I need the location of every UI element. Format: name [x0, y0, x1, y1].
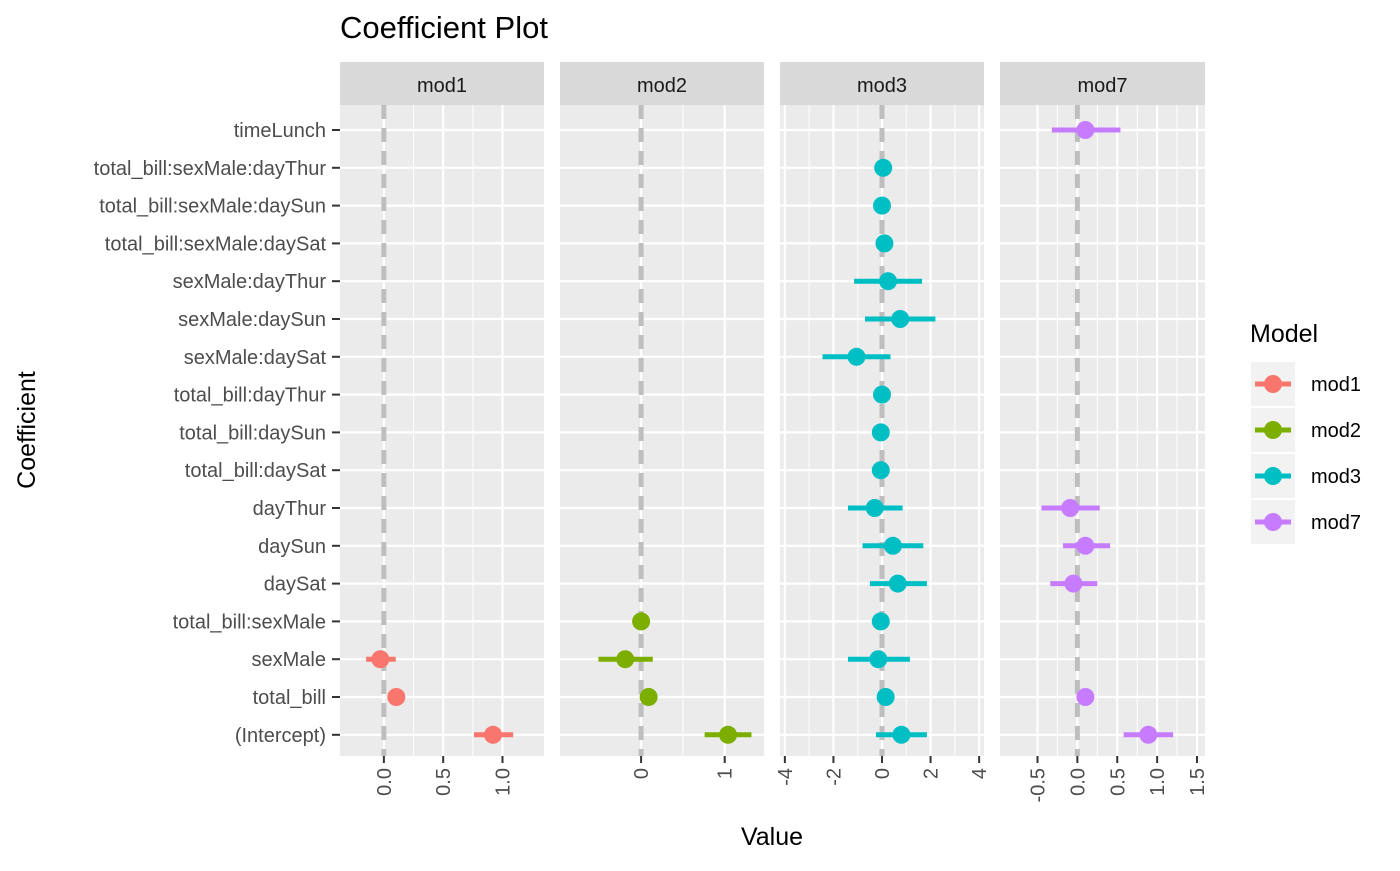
- y-tick-label: sexMale:dayThur: [173, 271, 327, 293]
- legend-item-mod1: mod1: [1251, 362, 1361, 406]
- panel-mod2: mod2 0 1: [560, 62, 764, 779]
- panel-background: [340, 105, 544, 756]
- point-mod3-sexMale:dayThur: [879, 272, 898, 291]
- point-mod3-total_bill:sexMale:dayThur: [874, 158, 893, 177]
- x-tick-label: 0: [872, 768, 894, 779]
- x-tick-label: 0.0: [374, 768, 396, 796]
- strip-mod3: [780, 62, 984, 105]
- strip-label-mod1: mod1: [417, 75, 467, 97]
- y-tick-label: daySat: [264, 574, 327, 596]
- y-tick-label: sexMale:daySun: [178, 309, 326, 331]
- x-tick-label: -0.5: [1027, 768, 1049, 802]
- point-mod3-total_bill:sexMale:daySat: [875, 234, 894, 253]
- y-tick-label: (Intercept): [235, 725, 326, 747]
- y-tick-label: total_bill:daySat: [185, 460, 327, 482]
- point-mod7-daySun: [1076, 536, 1095, 555]
- point-mod1-(Intercept): [484, 725, 502, 744]
- panel-background: [1000, 105, 1205, 756]
- x-tick-label: 0.5: [1107, 768, 1129, 796]
- point-mod2-sexMale: [616, 650, 635, 669]
- y-tick-label: daySun: [258, 536, 326, 558]
- y-tick-label: total_bill:dayThur: [174, 385, 327, 407]
- point-mod3-daySat: [888, 574, 907, 593]
- strip-label-mod2: mod2: [637, 75, 687, 97]
- x-tick-label: 0.0: [1067, 768, 1089, 796]
- point-mod3-daySun: [883, 536, 902, 555]
- y-tick-label: sexMale:daySat: [184, 347, 327, 369]
- legend-key-point: [1264, 375, 1282, 393]
- y-tick-label: total_bill: [253, 687, 326, 709]
- point-mod2-total_bill:sexMale: [632, 612, 651, 631]
- legend-key-point: [1264, 513, 1282, 531]
- strip-label-mod7: mod7: [1077, 75, 1127, 97]
- point-mod3-total_bill:sexMale:daySun: [873, 196, 891, 215]
- x-tick-label: 1: [715, 768, 737, 779]
- legend-item-mod2: mod2: [1251, 408, 1361, 452]
- legend: mod1 mod2 mod3 mod7: [1251, 362, 1361, 544]
- point-mod7-(Intercept): [1139, 725, 1158, 744]
- y-tick-label: total_bill:daySun: [179, 422, 326, 444]
- panel-background: [560, 105, 764, 756]
- y-tick-label: sexMale: [252, 649, 326, 671]
- panel-mod1: mod1 0.0 0.5 1.0: [340, 62, 544, 796]
- point-mod3-total_bill:dayThur: [873, 385, 891, 404]
- x-axis-title: Value: [741, 823, 803, 851]
- point-mod3-dayThur: [865, 499, 884, 517]
- strip-label-mod3: mod3: [857, 75, 907, 97]
- legend-key-point: [1264, 467, 1282, 485]
- x-tick-label: 1.0: [1147, 768, 1169, 796]
- y-tick-label: total_bill:sexMale:daySun: [99, 196, 326, 218]
- point-mod7-timeLunch: [1076, 121, 1095, 139]
- x-tick-label: -4: [775, 768, 797, 786]
- x-tick-label: 1.5: [1187, 768, 1209, 796]
- point-mod3-sexMale:daySun: [891, 310, 910, 328]
- legend-label: mod3: [1311, 466, 1361, 488]
- point-mod3-total_bill:daySat: [871, 461, 890, 480]
- point-mod7-dayThur: [1061, 499, 1080, 517]
- strip-mod2: [560, 62, 764, 105]
- point-mod3-total_bill:daySun: [871, 423, 890, 442]
- y-tick-label: total_bill:sexMale: [173, 611, 326, 633]
- point-mod3-total_bill: [876, 688, 895, 706]
- point-mod1-sexMale: [371, 650, 390, 669]
- y-axis: timeLunch total_bill:sexMale:dayThurtotal…: [94, 120, 340, 747]
- point-mod2-(Intercept): [719, 725, 738, 744]
- strip-mod1: [340, 62, 544, 105]
- legend-label: mod2: [1311, 420, 1361, 442]
- x-tick-label: 4: [969, 768, 991, 779]
- legend-label: mod1: [1311, 374, 1361, 396]
- point-mod2-total_bill: [639, 688, 658, 706]
- legend-item-mod7: mod7: [1251, 500, 1361, 544]
- strip-mod7: [1000, 62, 1205, 105]
- y-tick-label: dayThur: [253, 498, 327, 520]
- legend-item-mod3: mod3: [1251, 454, 1361, 498]
- point-mod7-daySat: [1064, 574, 1083, 593]
- point-mod1-total_bill: [387, 688, 406, 706]
- legend-title: Model: [1250, 320, 1318, 348]
- point-mod3-sexMale:daySat: [847, 347, 866, 366]
- y-tick-label: timeLunch: [234, 120, 326, 142]
- legend-key-point: [1264, 421, 1282, 439]
- point-mod3-(Intercept): [892, 725, 911, 744]
- y-tick-label: total_bill:sexMale:daySat: [105, 233, 327, 255]
- point-mod7-total_bill: [1076, 688, 1095, 706]
- x-tick-label: 0: [631, 768, 653, 779]
- x-tick-label: 1.0: [492, 768, 514, 796]
- legend-label: mod7: [1311, 512, 1361, 534]
- panel-mod7: mod7 -0.5 0.0 0.5 1.0 1.5: [1000, 62, 1209, 802]
- x-tick-label: 2: [921, 768, 943, 779]
- point-mod3-total_bill:sexMale: [871, 612, 890, 631]
- panels: mod1 0.0 0.5 1.0 mod2 0 1 mod3 -4 -2 0 2 4 mod7 -0.5 0.…: [340, 62, 1209, 802]
- y-axis-title: Coefficient: [13, 371, 41, 489]
- chart-title: Coefficient Plot: [340, 10, 548, 45]
- point-mod3-sexMale: [869, 650, 888, 669]
- x-tick-label: -2: [823, 768, 845, 786]
- y-tick-label: total_bill:sexMale:dayThur: [94, 158, 327, 180]
- panel-mod3: mod3 -4 -2 0 2 4: [775, 62, 991, 786]
- x-tick-label: 0.5: [433, 768, 455, 796]
